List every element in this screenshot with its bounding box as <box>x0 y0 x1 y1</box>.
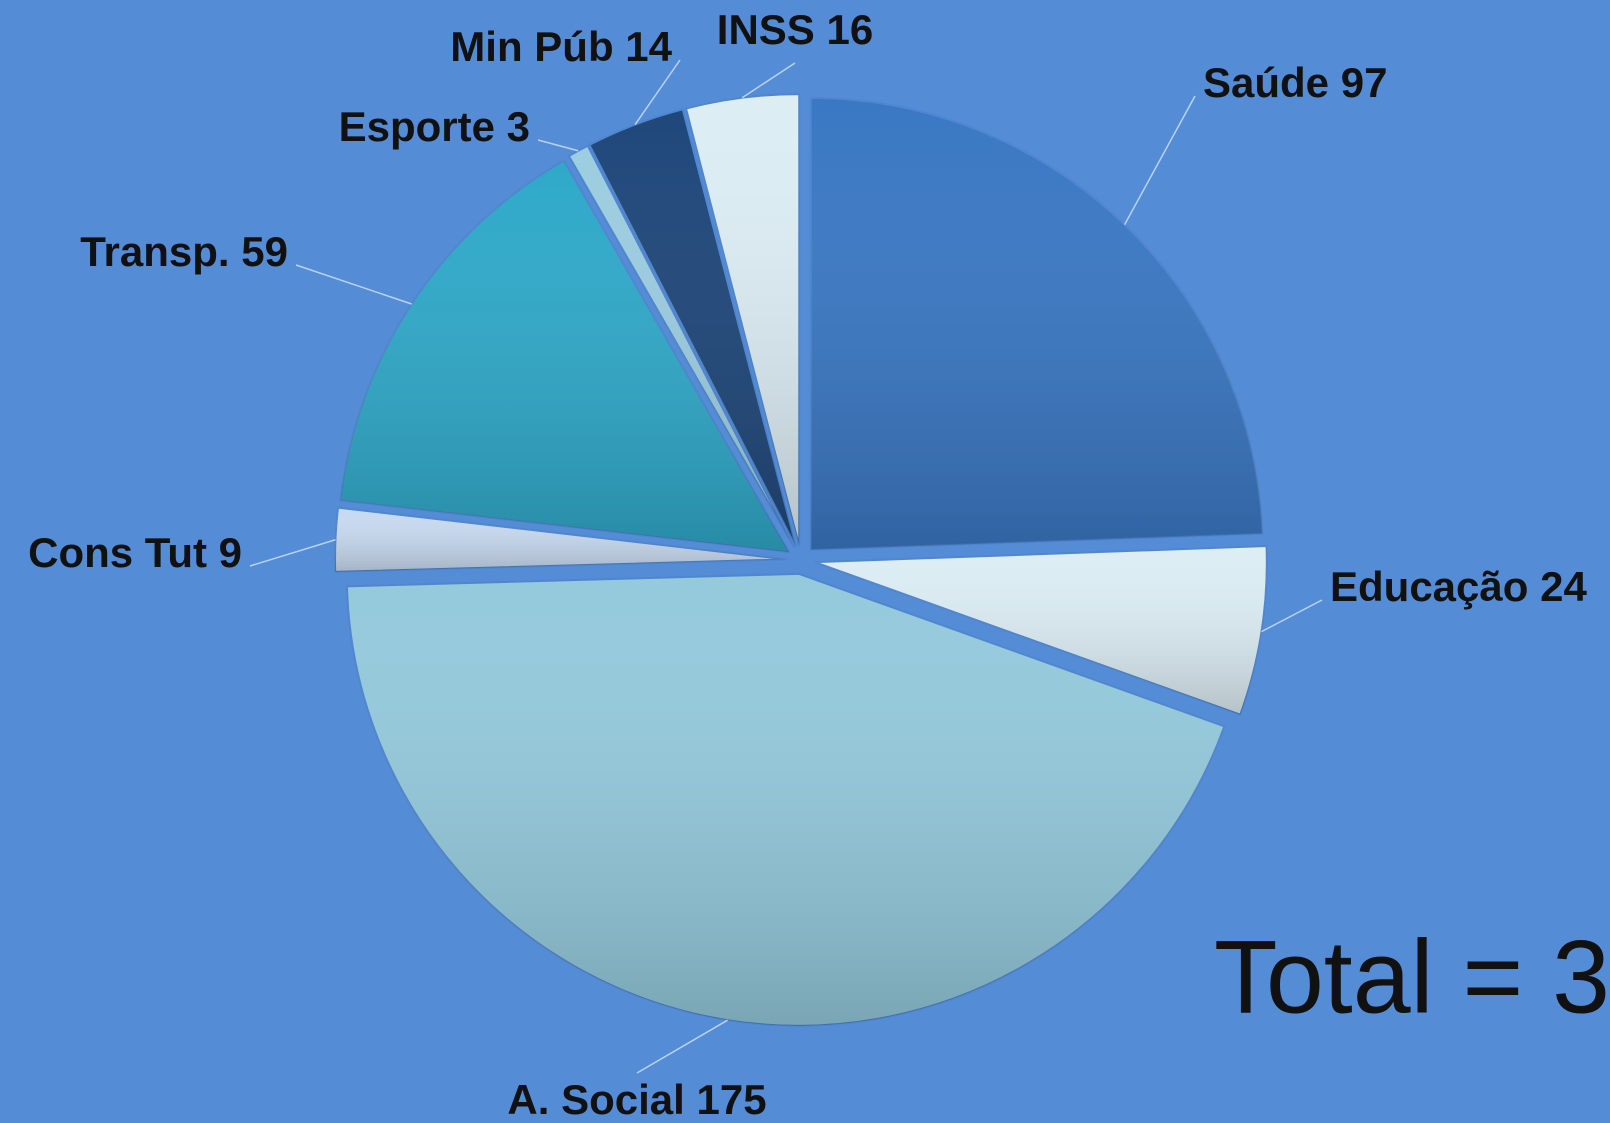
value-label: 59 <box>241 228 288 275</box>
slice-shade <box>340 160 790 553</box>
data-label: Cons Tut 9 <box>28 529 242 576</box>
leader-line <box>537 139 579 152</box>
slice-shade <box>810 97 1263 550</box>
leader-line <box>1123 95 1196 226</box>
data-label: Saúde 97 <box>1203 59 1387 106</box>
value-label: 9 <box>219 529 242 576</box>
value-label: 14 <box>625 23 672 70</box>
slice-shade <box>589 109 797 547</box>
category-label: INSS <box>717 6 815 53</box>
slice-shade <box>685 94 800 547</box>
value-label: 175 <box>697 1076 767 1123</box>
category-label: Cons Tut <box>28 529 207 576</box>
leader-line <box>636 1019 728 1074</box>
value-label: 16 <box>826 6 873 53</box>
slice-shade <box>335 507 788 572</box>
leader-line <box>741 62 796 99</box>
total-annotation: Total = 3 <box>1214 919 1610 1035</box>
data-label: A. Social 175 <box>507 1076 766 1123</box>
leader-line <box>1261 599 1323 633</box>
data-label: Esporte 3 <box>339 103 530 150</box>
leader-line <box>249 539 336 567</box>
category-label: Esporte <box>339 103 495 150</box>
category-label: Transp. <box>80 228 229 275</box>
category-label: A. Social <box>507 1076 684 1123</box>
leader-line <box>295 264 412 305</box>
data-label: Min Púb 14 <box>450 23 672 70</box>
value-label: 24 <box>1540 563 1587 610</box>
leader-line <box>634 59 681 125</box>
category-label: Saúde <box>1203 59 1329 106</box>
data-label: INSS 16 <box>717 6 873 53</box>
data-label: Educação 24 <box>1330 563 1587 610</box>
category-label: Educação <box>1330 563 1528 610</box>
slice-shade <box>346 573 1225 1026</box>
data-label: Transp. 59 <box>80 228 288 275</box>
category-label: Min Púb <box>450 23 613 70</box>
value-label: 97 <box>1341 59 1388 106</box>
slice-shade <box>568 145 795 548</box>
value-label: 3 <box>507 103 530 150</box>
slice-shade <box>814 546 1267 715</box>
